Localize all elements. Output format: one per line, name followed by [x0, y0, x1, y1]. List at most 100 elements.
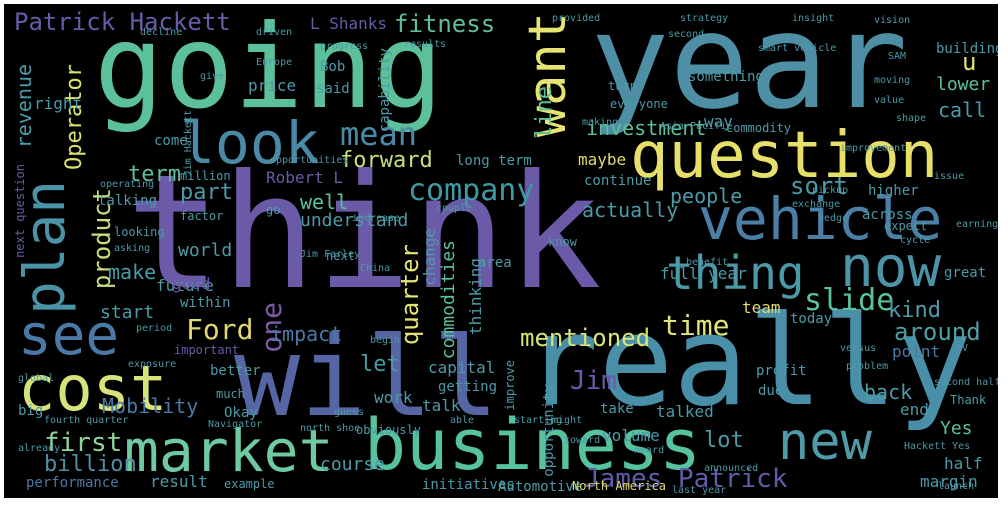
word-fitness: fitness: [394, 10, 496, 38]
word-forward: forward: [340, 148, 433, 173]
word-james-patrick: James Patrick: [584, 464, 788, 494]
word-important: important: [174, 343, 240, 357]
word-heard: heard: [634, 445, 665, 456]
word-benefit: benefit: [686, 257, 729, 268]
word-talked: talked: [656, 402, 714, 421]
word-question: question: [630, 119, 939, 193]
word-able: able: [450, 415, 475, 426]
word-launch: launch: [938, 481, 975, 492]
word-full-year: full year: [660, 264, 747, 283]
word-okay: Okay: [224, 405, 258, 421]
word-improve: improve: [503, 360, 517, 411]
word-north-shoe: north shoe: [300, 423, 361, 434]
word-slide: slide: [804, 283, 895, 318]
word-everyone: everyone: [610, 97, 668, 111]
word-half: half: [944, 454, 983, 473]
word-strategy: strategy: [680, 13, 729, 24]
word-provided: provided: [552, 13, 601, 24]
word-now: now: [840, 235, 942, 300]
word-vehicle: vehicle: [698, 185, 943, 253]
word-decline: decline: [140, 27, 183, 38]
word-announced: announced: [704, 463, 759, 474]
word-market: market: [124, 417, 334, 485]
word-across: across: [862, 207, 913, 223]
word-come: come: [154, 133, 188, 149]
word-margin: margin: [920, 472, 978, 491]
word-profit: profit: [756, 363, 807, 379]
word-will: will: [234, 313, 499, 441]
word-lower: lower: [936, 74, 991, 95]
word-insight: insight: [792, 13, 835, 24]
word-mobility: Mobility: [102, 394, 199, 418]
word-value: value: [874, 95, 905, 106]
word-commodity: commodity: [726, 121, 792, 135]
word-pickup: pickup: [812, 185, 849, 196]
word-ford: Ford: [186, 313, 254, 346]
word-mentioned: mentioned: [520, 324, 651, 352]
word-problem: problem: [846, 361, 889, 372]
word-improvement: improvement: [840, 143, 907, 154]
word-patrick-hackett: Patrick Hackett: [14, 8, 231, 36]
word-mean: mean: [340, 115, 418, 153]
word-work: work: [374, 388, 413, 407]
word-starting: starting: [514, 415, 563, 426]
word-jim: Jim: [570, 366, 617, 396]
word-course: course: [320, 454, 386, 475]
word-automotive: Automotive: [498, 479, 583, 495]
word-right: right: [34, 94, 83, 113]
word-look: look: [180, 109, 320, 177]
word-revenue: revenue: [12, 64, 36, 149]
word-think: think: [126, 141, 602, 325]
word-year: year: [590, 4, 908, 139]
word-last-year: last year: [672, 485, 727, 496]
word-company: company: [408, 173, 535, 208]
word-million: million: [180, 169, 231, 183]
word-well: well: [300, 190, 349, 214]
word-volume: volume: [602, 426, 660, 445]
word-operating: operating: [100, 179, 155, 190]
word-change: change: [420, 228, 439, 286]
word-billion: billion: [44, 452, 137, 477]
word-kind: kind: [888, 298, 941, 323]
word-bob: Bob: [320, 59, 346, 75]
word-fourth-quarter: fourth quarter: [44, 415, 129, 426]
word-jim-farley: Jim Farley: [300, 249, 361, 260]
word-might: might: [552, 415, 583, 426]
word-see: see: [18, 303, 120, 368]
word-next: next: [326, 249, 355, 263]
word-results: results: [404, 39, 447, 50]
word-initiatives: initiatives: [422, 477, 515, 493]
word-future: future: [156, 276, 214, 295]
word-second: second: [668, 29, 705, 40]
word-toward: toward: [564, 435, 601, 446]
word-sam: SAM: [888, 51, 907, 62]
word-expect: expect: [884, 219, 928, 233]
word-navigator: Navigator: [208, 419, 263, 430]
word-hedge: hedge: [818, 213, 849, 224]
word-capital: capital: [428, 358, 496, 377]
word-line: line: [532, 86, 557, 139]
word-time: time: [662, 309, 730, 342]
word-team: team: [742, 298, 781, 317]
word-obviously: obviously: [356, 423, 422, 437]
word-impact: impact: [270, 322, 343, 346]
word-go: go: [266, 203, 281, 217]
word-smart-vehicle: smart vehicle: [758, 43, 837, 54]
word-capability: capability: [377, 48, 393, 133]
word-asia-pacific: Asia Pacific: [660, 121, 733, 132]
word-really: really: [524, 290, 972, 434]
word-first: first: [44, 428, 123, 458]
word-talking: talking: [98, 193, 158, 209]
word-today: today: [790, 311, 833, 327]
word-higher: higher: [868, 183, 919, 199]
word-building: building: [936, 41, 998, 57]
word-earning: earning: [956, 219, 998, 230]
word-cost: cost: [18, 352, 168, 425]
word-start: start: [100, 302, 155, 323]
word-big: big: [18, 403, 44, 419]
word-people: people: [670, 184, 743, 208]
word-good: good: [172, 274, 211, 293]
word-area: area: [478, 255, 512, 271]
word-something: something: [688, 69, 764, 85]
word-vision: vision: [874, 15, 911, 26]
